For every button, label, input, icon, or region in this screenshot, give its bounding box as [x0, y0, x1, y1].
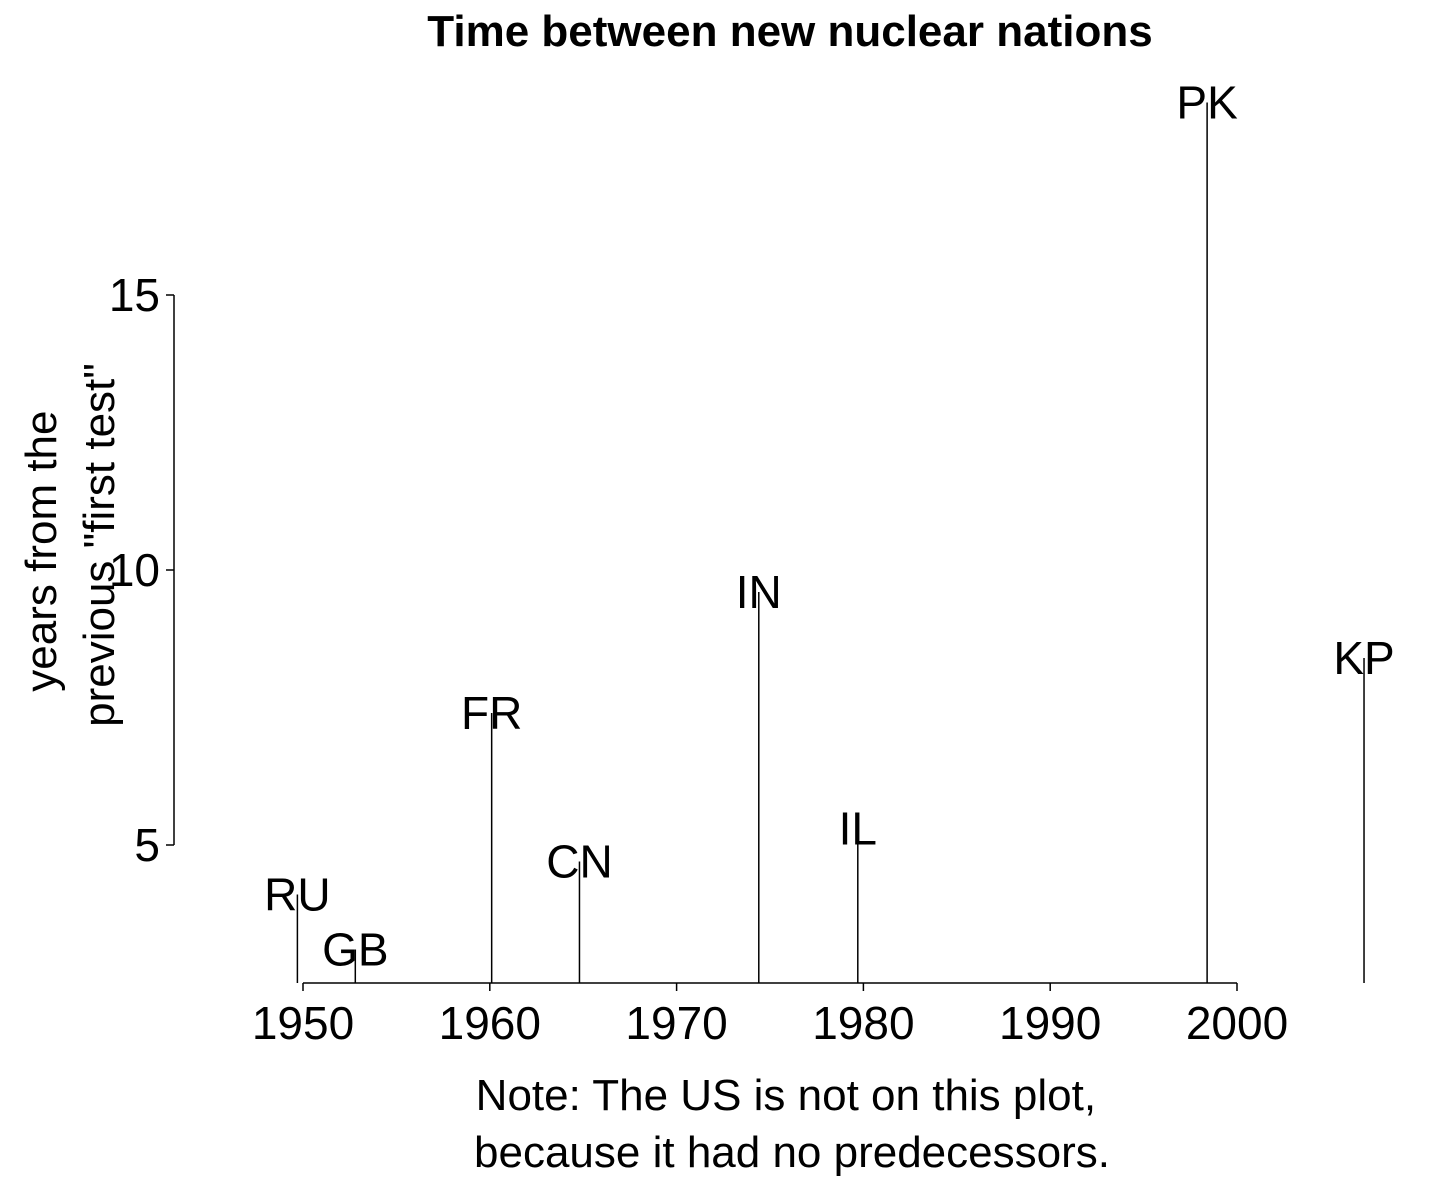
x-axis-label: Note: The US is not on this plot, becaus… [474, 1071, 1110, 1177]
y-tick-label: 10 [109, 544, 160, 596]
chart-title: Time between new nuclear nations [427, 7, 1152, 56]
y-axis-label-line-1: years from the [17, 411, 66, 692]
point-label-kp: KP [1333, 632, 1394, 684]
point-label-ru: RU [264, 869, 330, 921]
x-tick-label: 1980 [812, 997, 914, 1049]
x-tick-label: 1960 [439, 997, 541, 1049]
y-axis-label: years from the previous "first test" [17, 363, 124, 727]
x-axis-label-line-1: Note: The US is not on this plot, [476, 1071, 1096, 1120]
point-label-in: IN [736, 566, 782, 618]
x-axis-label-line-2: because it had no predecessors. [474, 1128, 1110, 1177]
point-label-cn: CN [546, 836, 612, 888]
x-tick-label: 1970 [625, 997, 727, 1049]
y-axis: 5 10 15 [109, 269, 175, 871]
point-label-pk: PK [1176, 77, 1238, 129]
y-axis-label-line-2: previous "first test" [75, 363, 124, 727]
point-label-gb: GB [322, 924, 388, 976]
point-label-fr: FR [461, 687, 522, 739]
y-tick-label: 5 [134, 819, 160, 871]
x-tick-label: 2000 [1186, 997, 1288, 1049]
x-tick-label: 1950 [252, 997, 354, 1049]
y-tick-label: 15 [109, 269, 160, 321]
x-axis: 1950 1960 1970 1980 1990 2000 [252, 982, 1288, 1049]
x-tick-label: 1990 [999, 997, 1101, 1049]
point-label-il: IL [839, 803, 877, 855]
stems [296, 102, 1365, 983]
